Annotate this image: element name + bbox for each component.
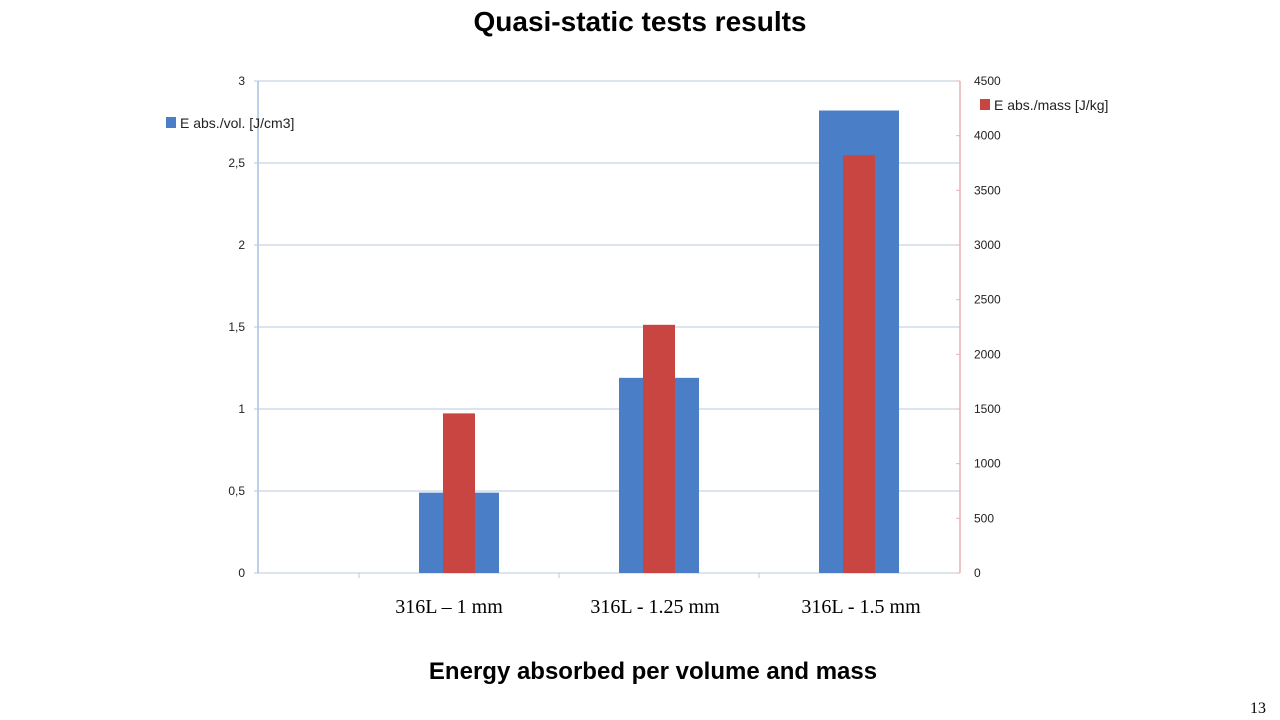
category-label: 316L – 1 mm	[395, 596, 503, 618]
chart-caption: Energy absorbed per volume and mass	[428, 658, 878, 685]
left-tick-label: 1	[238, 402, 245, 416]
legend-swatch-volume	[166, 117, 176, 128]
legend-label-volume: E abs./vol. [J/cm3]	[180, 115, 294, 131]
right-tick-label: 1500	[974, 402, 1001, 416]
category-label: 316L - 1.5 mm	[801, 596, 921, 618]
slide-title: Quasi-static tests results	[473, 6, 807, 37]
right-tick-label: 500	[974, 511, 994, 525]
left-tick-label: 3	[238, 74, 245, 88]
left-tick-label: 0	[238, 566, 245, 580]
left-tick-label: 2,5	[228, 156, 245, 170]
legend-swatch-mass	[980, 99, 990, 110]
left-tick-label: 1,5	[228, 320, 245, 334]
right-tick-label: 2000	[974, 347, 1001, 361]
legend-label-mass: E abs./mass [J/kg]	[994, 97, 1108, 113]
right-tick-label: 4000	[974, 129, 1001, 143]
page-number: 13	[1250, 700, 1266, 717]
bar-mass	[843, 155, 875, 573]
right-tick-label: 1000	[974, 457, 1001, 471]
category-label: 316L - 1.25 mm	[590, 596, 720, 618]
bar-mass	[443, 413, 475, 573]
right-tick-label: 3000	[974, 238, 1001, 252]
right-tick-label: 2500	[974, 293, 1001, 307]
left-tick-label: 2	[238, 238, 245, 252]
right-tick-label: 3500	[974, 183, 1001, 197]
bar-mass	[643, 324, 675, 573]
left-tick-label: 0,5	[228, 484, 245, 498]
right-tick-label: 4500	[974, 74, 1001, 88]
right-tick-label: 0	[974, 566, 981, 580]
